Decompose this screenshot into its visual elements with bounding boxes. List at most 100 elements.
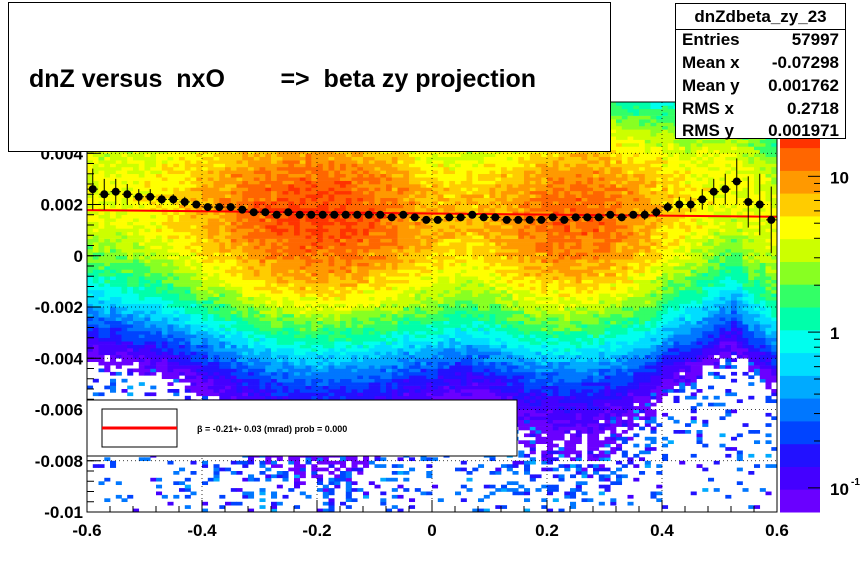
heatmap-cell: [173, 272, 180, 277]
heatmap-cell: [161, 235, 168, 239]
heatmap-cell: [184, 276, 191, 281]
heatmap-cell: [207, 231, 214, 236]
heatmap-cell: [322, 365, 329, 369]
heatmap-cell: [305, 279, 312, 284]
heatmap-cell: [87, 214, 94, 219]
heatmap-cell: [299, 481, 306, 486]
heatmap-cell: [282, 337, 289, 342]
heatmap-cell: [161, 259, 168, 263]
heatmap-cell: [265, 365, 272, 369]
heatmap-cell: [340, 276, 347, 281]
heatmap-cell: [156, 207, 163, 212]
heatmap-cell: [311, 395, 318, 400]
heatmap-cell: [219, 266, 226, 270]
heatmap-cell: [357, 341, 364, 345]
heatmap-cell: [150, 211, 157, 216]
heatmap-cell: [179, 248, 186, 253]
heatmap-cell: [202, 269, 209, 274]
heatmap-cell: [196, 344, 203, 349]
heatmap-cell: [305, 303, 312, 308]
heatmap-cell: [104, 197, 111, 202]
heatmap-cell: [328, 365, 335, 369]
heatmap-cell: [322, 341, 329, 345]
heatmap-cell: [184, 310, 191, 315]
heatmap-cell: [322, 395, 329, 400]
heatmap-cell: [305, 494, 312, 499]
heatmap-cell: [374, 300, 381, 304]
heatmap-cell: [282, 160, 289, 164]
heatmap-cell: [207, 344, 214, 349]
heatmap-cell: [167, 238, 174, 243]
heatmap-cell: [265, 173, 272, 178]
heatmap-cell: [213, 252, 220, 257]
heatmap-cell: [345, 180, 352, 185]
heatmap-cell: [207, 389, 214, 393]
heatmap-cell: [144, 320, 151, 325]
heatmap-cell: [179, 341, 186, 345]
heatmap-cell: [288, 252, 295, 257]
heatmap-cell: [253, 225, 260, 229]
heatmap-cell: [127, 177, 134, 181]
heatmap-cell: [127, 354, 134, 359]
heatmap-cell: [144, 173, 151, 178]
heatmap-cell: [150, 293, 157, 298]
heatmap-cell: [104, 262, 111, 267]
heatmap-cell: [219, 235, 226, 239]
heatmap-cell: [225, 368, 232, 373]
heatmap-cell: [305, 283, 312, 287]
heatmap-cell: [282, 375, 289, 380]
heatmap-cell: [334, 197, 341, 202]
heatmap-cell: [374, 218, 381, 222]
heatmap-cell: [317, 361, 324, 366]
heatmap-cell: [363, 242, 370, 246]
heatmap-cell: [351, 324, 358, 328]
heatmap-cell: [230, 307, 237, 311]
heatmap-cell: [225, 313, 232, 318]
heatmap-cell: [121, 286, 128, 291]
heatmap-cell: [115, 160, 122, 164]
heatmap-cell: [374, 348, 381, 352]
heatmap-cell: [236, 276, 243, 281]
heatmap-cell: [248, 341, 255, 345]
heatmap-cell: [357, 190, 364, 195]
heatmap-cell: [271, 235, 278, 239]
heatmap-cell: [299, 307, 306, 311]
heatmap-cell: [276, 235, 283, 239]
heatmap-cell: [340, 242, 347, 246]
heatmap-cell: [213, 194, 220, 199]
heatmap-cell: [144, 262, 151, 267]
heatmap-cell: [179, 180, 186, 185]
heatmap-cell: [110, 201, 117, 205]
heatmap-cell: [374, 276, 381, 281]
heatmap-cell: [276, 310, 283, 315]
heatmap-cell: [167, 160, 174, 164]
heatmap-cell: [219, 467, 226, 472]
heatmap-cell: [87, 184, 94, 188]
heatmap-cell: [150, 218, 157, 222]
heatmap-cell: [98, 201, 105, 205]
heatmap-cell: [259, 505, 266, 509]
heatmap-cell: [173, 354, 180, 359]
heatmap-cell: [351, 279, 358, 284]
heatmap-cell: [190, 354, 197, 359]
heatmap-cell: [271, 266, 278, 270]
heatmap-cell: [299, 184, 306, 188]
heatmap-cell: [328, 317, 335, 322]
heatmap-cell: [202, 348, 209, 352]
heatmap-cell: [282, 173, 289, 178]
heatmap-cell: [357, 371, 364, 376]
heatmap-cell: [259, 293, 266, 298]
heatmap-cell: [98, 173, 105, 178]
heatmap-cell: [374, 330, 381, 335]
heatmap-cell: [179, 481, 186, 486]
heatmap-cell: [127, 242, 134, 246]
heatmap-cell: [213, 245, 220, 250]
heatmap-cell: [328, 491, 335, 496]
heatmap-cell: [368, 324, 375, 328]
heatmap-cell: [374, 231, 381, 236]
heatmap-cell: [133, 269, 140, 274]
heatmap-cell: [144, 300, 151, 304]
heatmap-cell: [115, 153, 122, 158]
heatmap-cell: [144, 330, 151, 335]
heatmap-cell: [225, 317, 232, 322]
